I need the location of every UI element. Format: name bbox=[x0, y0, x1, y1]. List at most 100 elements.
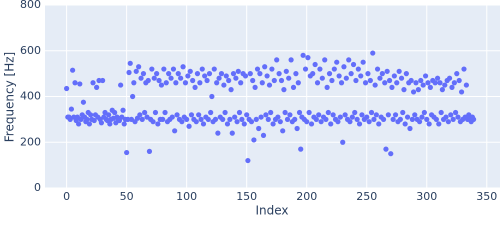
point bbox=[331, 66, 337, 72]
point bbox=[354, 116, 360, 122]
point bbox=[275, 114, 281, 120]
point bbox=[343, 75, 349, 81]
point bbox=[133, 68, 139, 74]
point bbox=[424, 116, 430, 122]
point bbox=[136, 64, 142, 70]
point bbox=[336, 73, 342, 79]
point bbox=[326, 71, 333, 77]
point bbox=[374, 66, 381, 72]
point bbox=[394, 80, 400, 86]
point bbox=[72, 80, 78, 86]
point bbox=[77, 81, 83, 87]
point bbox=[306, 109, 312, 116]
point bbox=[448, 112, 454, 118]
point bbox=[156, 77, 162, 84]
point bbox=[215, 130, 221, 136]
point bbox=[235, 68, 241, 74]
point bbox=[350, 61, 357, 68]
point bbox=[149, 66, 155, 72]
point bbox=[392, 112, 399, 118]
point bbox=[178, 75, 184, 81]
point bbox=[90, 80, 96, 86]
x-tick-label: 350 bbox=[476, 190, 497, 203]
point bbox=[169, 114, 175, 120]
point bbox=[274, 57, 280, 63]
point bbox=[208, 109, 214, 116]
point bbox=[308, 121, 315, 127]
point bbox=[130, 93, 136, 100]
point bbox=[138, 75, 144, 81]
point bbox=[187, 68, 193, 74]
point bbox=[470, 116, 477, 122]
point bbox=[68, 106, 75, 112]
point bbox=[175, 71, 181, 77]
point bbox=[456, 77, 462, 84]
point bbox=[318, 119, 324, 125]
point bbox=[163, 80, 169, 86]
y-axis-title: Frequency [Hz] bbox=[3, 52, 17, 143]
point bbox=[403, 71, 409, 77]
point bbox=[211, 66, 217, 72]
point bbox=[193, 119, 199, 125]
point bbox=[396, 68, 402, 74]
point bbox=[463, 82, 469, 88]
point bbox=[386, 77, 393, 84]
point bbox=[174, 112, 180, 118]
point bbox=[334, 59, 340, 65]
point bbox=[145, 77, 151, 84]
point bbox=[445, 119, 451, 125]
point bbox=[341, 64, 347, 70]
point bbox=[446, 75, 453, 81]
point bbox=[98, 120, 105, 126]
point bbox=[262, 64, 268, 70]
point bbox=[310, 71, 316, 77]
y-tick-label: 400 bbox=[20, 90, 41, 103]
point bbox=[142, 109, 148, 116]
point bbox=[426, 121, 432, 127]
point bbox=[450, 116, 456, 122]
point bbox=[355, 66, 361, 72]
point bbox=[330, 112, 336, 118]
point bbox=[296, 109, 303, 116]
point bbox=[196, 112, 202, 118]
point bbox=[364, 114, 370, 120]
point bbox=[205, 116, 211, 122]
point bbox=[194, 71, 201, 77]
x-tick-label: 250 bbox=[356, 190, 377, 203]
point bbox=[368, 109, 375, 116]
point bbox=[248, 119, 255, 125]
point bbox=[401, 87, 407, 93]
point bbox=[380, 116, 387, 122]
point bbox=[443, 114, 449, 120]
point bbox=[302, 66, 309, 72]
point bbox=[226, 77, 232, 84]
point bbox=[150, 119, 156, 125]
point bbox=[323, 116, 329, 122]
x-tick-label: 0 bbox=[63, 190, 70, 203]
point bbox=[173, 80, 179, 86]
point bbox=[382, 80, 388, 86]
point bbox=[404, 114, 411, 120]
point bbox=[412, 112, 418, 118]
point bbox=[241, 121, 247, 127]
point bbox=[316, 112, 322, 118]
point bbox=[259, 80, 265, 86]
point bbox=[390, 116, 396, 122]
x-tick-label: 50 bbox=[120, 190, 134, 203]
point bbox=[214, 80, 220, 86]
point bbox=[286, 75, 292, 81]
point bbox=[410, 89, 417, 95]
point bbox=[221, 82, 227, 88]
point bbox=[256, 125, 262, 132]
point bbox=[100, 77, 106, 84]
point bbox=[409, 116, 415, 122]
point bbox=[434, 75, 441, 81]
point bbox=[284, 116, 291, 122]
point bbox=[329, 77, 335, 84]
point bbox=[223, 73, 229, 79]
y-tick-label: 800 bbox=[20, 0, 41, 11]
point bbox=[337, 114, 343, 120]
point bbox=[238, 80, 244, 86]
point bbox=[300, 52, 306, 58]
point bbox=[425, 80, 431, 86]
